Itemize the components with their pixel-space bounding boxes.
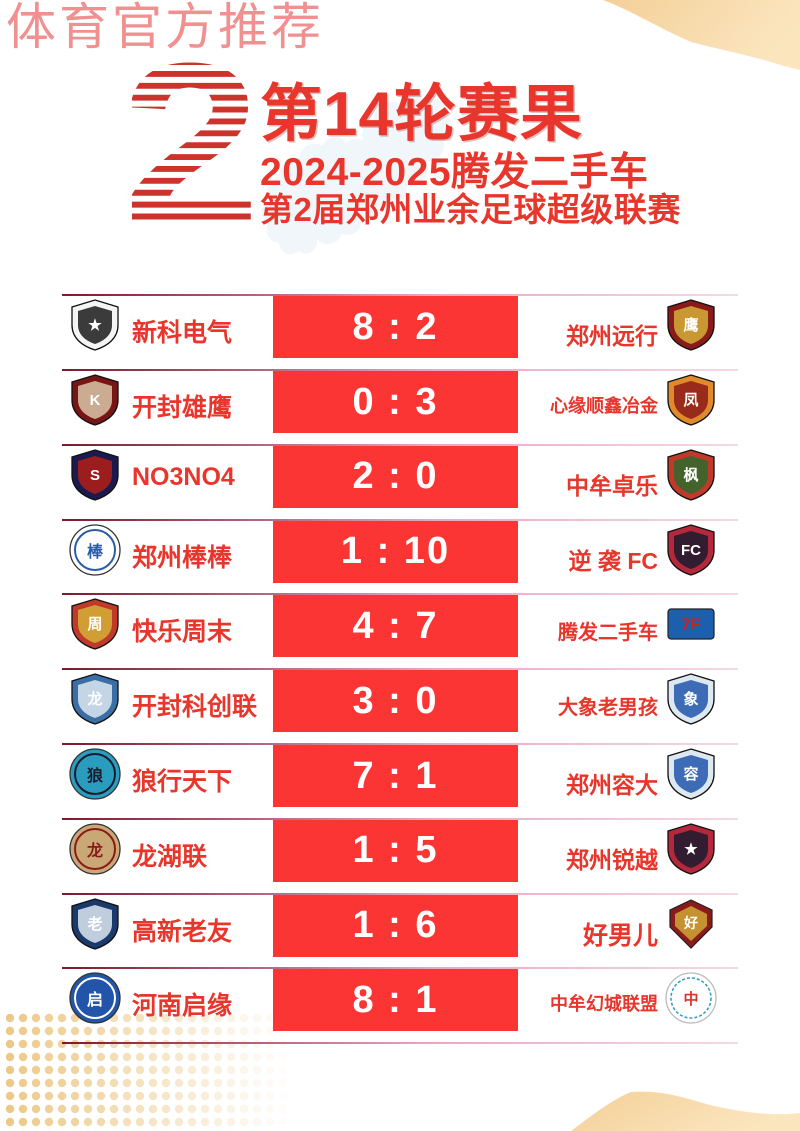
svg-text:中: 中 xyxy=(683,990,698,1008)
svg-text:K: K xyxy=(90,392,101,409)
svg-text:枫: 枫 xyxy=(683,466,698,484)
svg-text:容: 容 xyxy=(682,765,698,783)
svg-text:龙: 龙 xyxy=(86,841,103,860)
svg-text:好: 好 xyxy=(683,915,698,931)
svg-text:老: 老 xyxy=(86,915,102,933)
svg-text:7F: 7F xyxy=(681,615,701,634)
svg-text:★: ★ xyxy=(88,317,102,334)
svg-text:鹰: 鹰 xyxy=(683,316,698,334)
svg-text:启: 启 xyxy=(87,990,103,1009)
svg-text:S: S xyxy=(90,467,100,484)
svg-text:FC: FC xyxy=(681,542,701,559)
svg-text:象: 象 xyxy=(683,690,698,708)
svg-text:狼: 狼 xyxy=(87,766,103,785)
svg-text:龙: 龙 xyxy=(86,690,102,708)
svg-text:棒: 棒 xyxy=(87,542,104,561)
svg-text:凤: 凤 xyxy=(683,392,698,409)
svg-text:周: 周 xyxy=(87,616,102,633)
svg-text:★: ★ xyxy=(684,841,698,858)
